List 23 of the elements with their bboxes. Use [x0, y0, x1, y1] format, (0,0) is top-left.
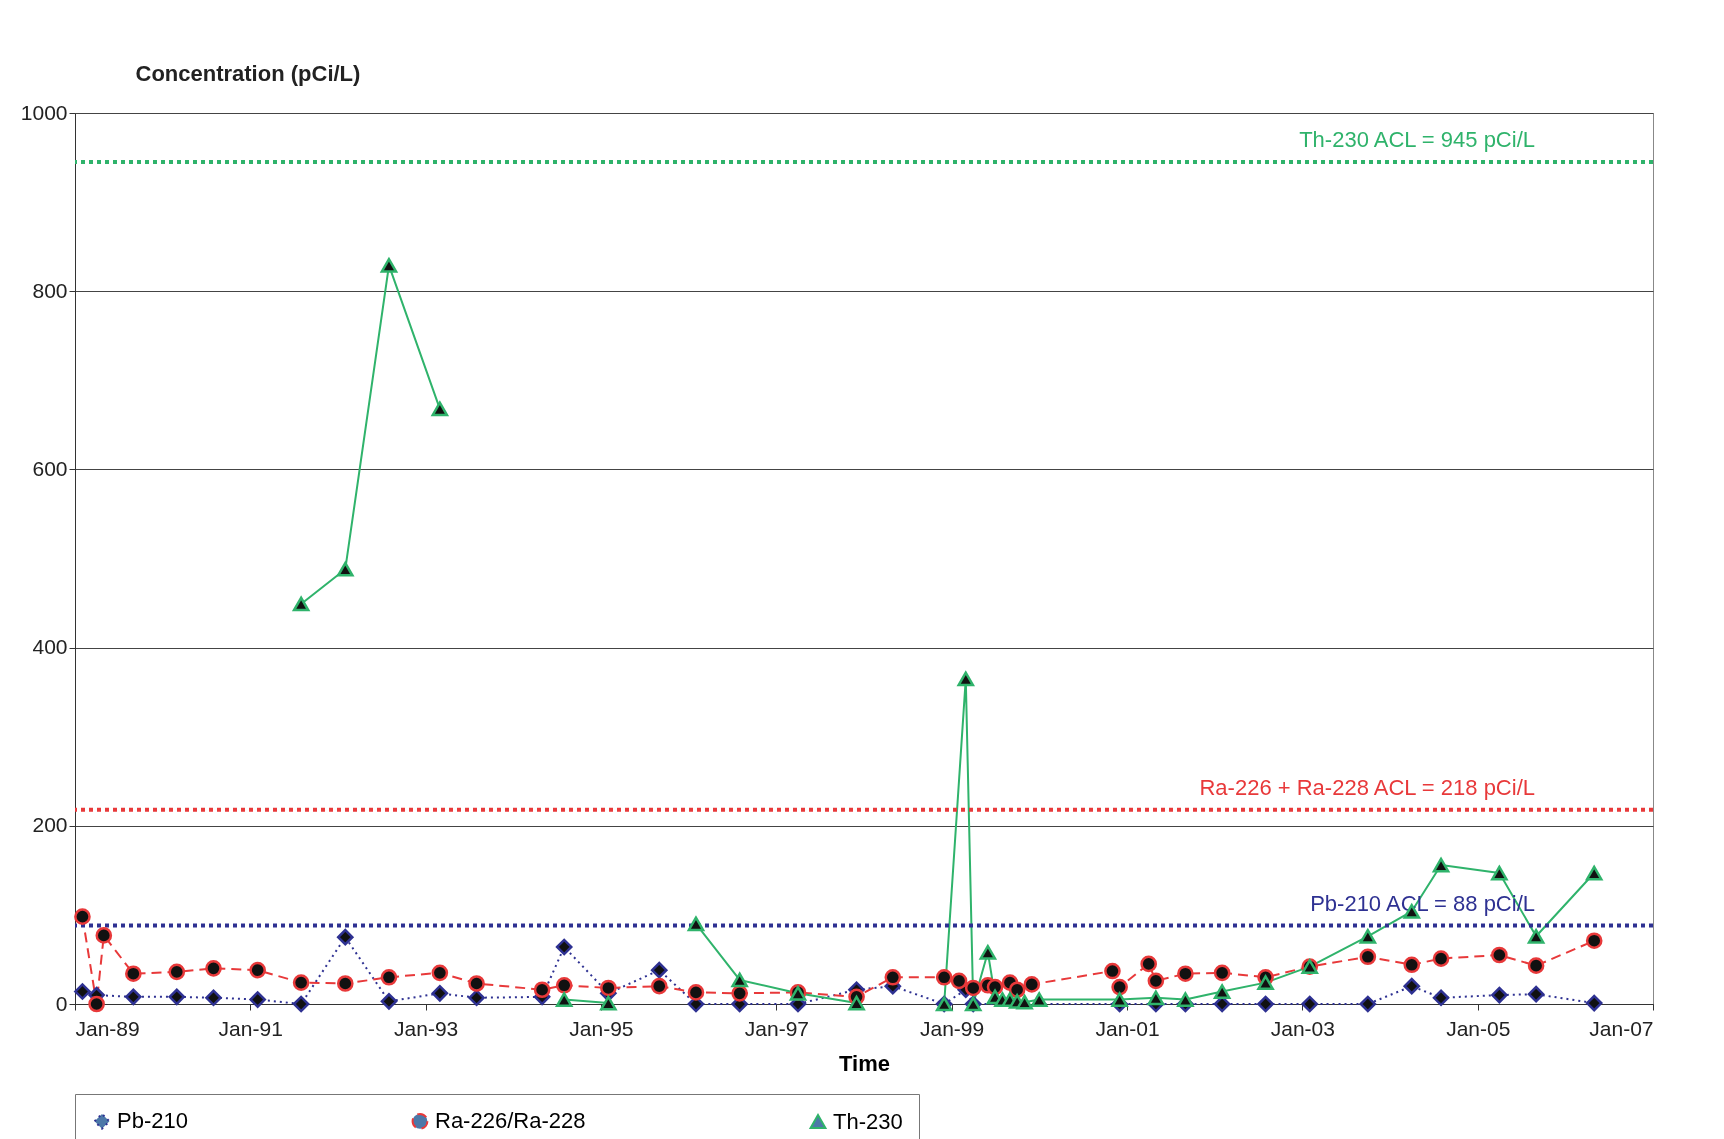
ref-line-label: Ra-226 + Ra-228 ACL = 218 pCi/L: [1199, 774, 1535, 800]
y-tick-label: 1000: [20, 100, 68, 124]
x-tick-label: Jan-97: [744, 1016, 809, 1040]
x-tick-label: Jan-95: [569, 1016, 634, 1040]
legend-label: Ra-226/Ra-228: [435, 1108, 586, 1134]
y-tick-label: 0: [55, 991, 68, 1015]
x-tick-label: Jan-05: [1446, 1016, 1511, 1040]
y-tick-label: 600: [32, 456, 68, 480]
y-tick-label: 200: [32, 813, 68, 837]
x-tick-label: Jan-07: [1589, 1016, 1654, 1040]
x-tick-label: Jan-01: [1095, 1016, 1160, 1040]
legend-label: Th-230: [833, 1108, 903, 1134]
x-axis-title: Time: [839, 1050, 890, 1076]
x-tick-label: Jan-03: [1270, 1016, 1335, 1040]
y-axis-title: Concentration (pCi/L): [135, 60, 361, 86]
ref-line-label: Th-230 ACL = 945 pCi/L: [1299, 127, 1535, 153]
y-tick-label: 400: [32, 635, 68, 659]
legend-label: Pb-210: [117, 1108, 188, 1134]
x-tick-label: Jan-99: [920, 1016, 985, 1040]
y-tick-label: 800: [32, 278, 68, 302]
x-tick-label: Jan-93: [394, 1016, 459, 1040]
x-tick-label: Jan-91: [218, 1016, 283, 1040]
x-tick-label: Jan-89: [75, 1016, 140, 1040]
